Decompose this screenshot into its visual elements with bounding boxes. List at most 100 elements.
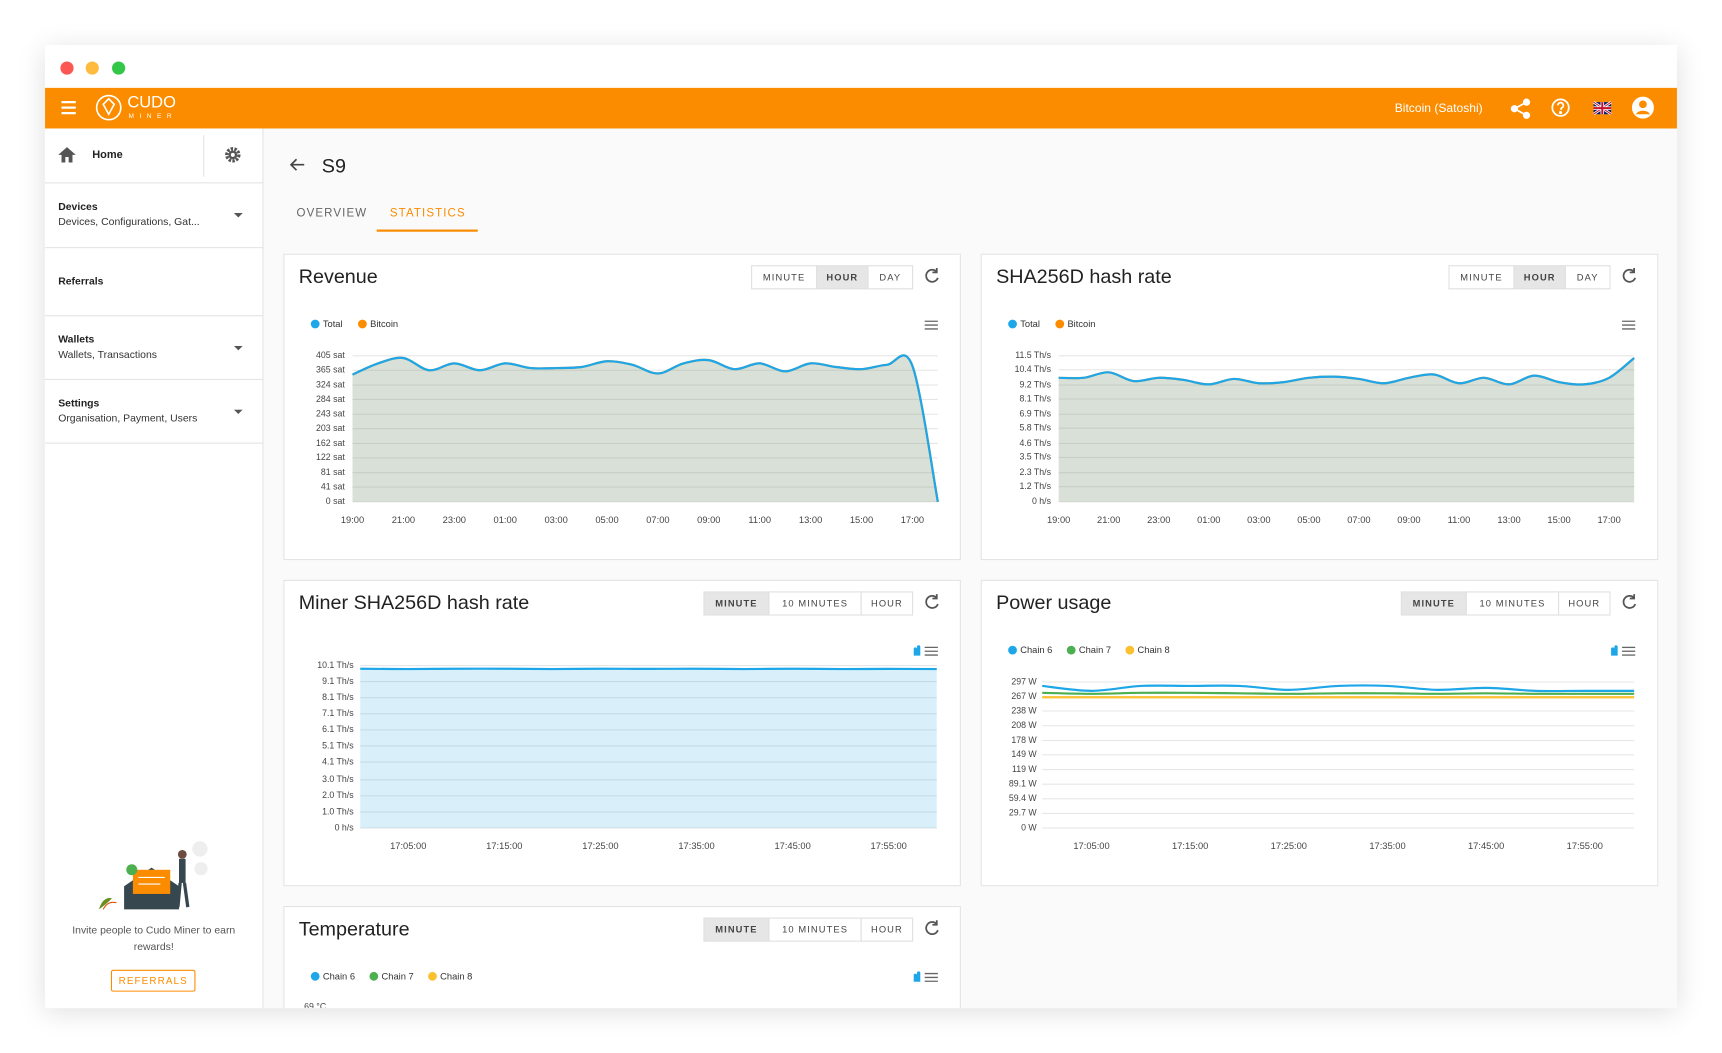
range-label[interactable]: HOUR [1524,272,1556,282]
range-button[interactable] [1558,591,1611,616]
refresh-icon[interactable] [925,594,939,609]
series-line [1042,691,1635,695]
chart-card: Power usage MINUTE 10 MINUTES HOUR Chain 6 Ch… [980,579,1659,887]
language-flag[interactable] [1592,101,1612,116]
x-tick-label: 21:00 [1097,515,1120,525]
range-button[interactable] [1564,265,1611,290]
x-tick-label: 17:25:00 [582,841,618,851]
range-label[interactable]: HOUR [871,925,903,935]
x-tick-label: 17:45:00 [774,841,810,851]
y-tick-label: 6.9 Th/s [1019,409,1051,419]
y-tick-label: 208 W [1011,720,1037,730]
x-tick-label: 17:00 [1597,515,1620,525]
area-fill [1058,357,1635,502]
series-line [1042,684,1635,693]
caret [233,409,243,415]
range-label[interactable]: 10 MINUTES [1479,598,1545,608]
y-tick-label: 178 W [1011,735,1037,745]
settings-row[interactable]: Settings Organisation, Payment, Users [45,380,263,444]
nav-title: Settings [58,397,100,410]
y-tick-label: 8.1 Th/s [322,692,354,702]
currency-selector[interactable]: Bitcoin (Satoshi) [1395,101,1483,115]
x-tick-label: 17:05:00 [1073,841,1109,851]
range-label[interactable]: DAY [1577,272,1599,282]
legend-label: Bitcoin [1067,319,1095,329]
range-label[interactable]: 10 MINUTES [782,598,848,608]
caret [233,345,243,351]
menu-icon[interactable] [61,101,76,115]
series-line [1058,357,1635,386]
area-fill [360,668,937,829]
app-window: CUDO MINER Bitcoin (Satoshi) Home Device… [45,45,1677,1009]
range-label[interactable]: HOUR [1568,598,1600,608]
y-tick-label: 3.5 Th/s [1019,452,1051,462]
range-label[interactable]: DAY [879,272,901,282]
refresh-icon[interactable] [1622,594,1637,609]
account-icon[interactable] [1631,96,1654,119]
y-tick-label: 297 W [1011,676,1037,686]
back-arrow[interactable] [289,158,305,171]
tab[interactable]: STATISTICS [389,206,466,220]
range-label[interactable]: MINUTE [763,272,805,282]
pan-icon [913,971,921,982]
referrals-row[interactable]: Referrals [45,248,263,317]
range-button[interactable] [867,265,914,290]
y-tick-label: 149 W [1011,749,1037,759]
x-tick-label: 05:00 [1297,515,1320,525]
x-tick-label: 15:00 [850,515,873,525]
range-button[interactable] [860,917,914,942]
x-tick-label: 17:25:00 [1271,841,1307,851]
range-label[interactable]: MINUTE [1460,272,1502,282]
card-title: Power usage [996,592,1111,614]
y-tick-label: 405 sat [316,350,345,360]
x-tick-label: 17:00 [901,515,924,525]
legend-swatch [1125,645,1135,655]
legend-swatch [1066,645,1076,655]
legend-label: Total [323,319,343,329]
x-tick-label: 09:00 [1397,515,1420,525]
tab[interactable]: OVERVIEW [296,206,368,220]
legend-swatch [1008,645,1017,655]
x-tick-label: 19:00 [1047,515,1070,525]
minimize-dot[interactable] [85,61,99,75]
share-icon[interactable] [1510,98,1531,119]
x-tick-label: 17:45:00 [1468,841,1504,851]
legend-label: Chain 7 [1079,645,1111,655]
refresh-icon[interactable] [1622,267,1637,283]
range-label[interactable]: MINUTE [715,925,757,935]
devices-row[interactable]: Devices Devices, Configurations, Gat... [45,183,263,249]
home-row[interactable]: Home [45,128,263,184]
chart: Miner SHA256D hash rate MINUTE 10 MINUTES H… [299,591,939,851]
y-tick-label: 1.2 Th/s [1019,481,1051,491]
referrals-button[interactable]: REFERRALS [110,969,196,992]
logo-sub: MINER [128,113,177,120]
wallets-row[interactable]: Wallets Wallets, Transactions [45,316,263,380]
help-icon[interactable] [1551,98,1570,117]
legend-swatch [1008,319,1017,329]
x-tick-label: 01:00 [1197,515,1220,525]
legend-swatch [310,319,320,329]
range-label[interactable]: HOUR [871,598,903,608]
card-title: Revenue [299,266,378,288]
x-tick-label: 17:55:00 [1567,841,1603,851]
legend-label: Total [1020,319,1040,329]
chart-card: Temperature MINUTE 10 MINUTES HOUR Chain 6 Ch… [283,906,961,1009]
page-title: S9 [321,154,346,177]
card-title: Temperature [299,918,410,940]
sidebar: Home Devices Devices, Configurations, Ga… [45,128,264,1009]
close-dot[interactable] [60,61,74,75]
refresh-icon[interactable] [925,267,939,283]
range-label[interactable]: MINUTE [715,598,757,608]
x-tick-label: 17:15:00 [1172,841,1208,851]
refresh-icon[interactable] [925,920,939,935]
y-tick-label: 5.1 Th/s [322,740,354,750]
range-button[interactable] [860,591,914,616]
y-tick-label: 162 sat [316,438,345,448]
range-label[interactable]: HOUR [826,272,858,282]
legend-label: Chain 8 [440,971,472,981]
x-tick-label: 13:00 [799,515,822,525]
range-label[interactable]: 10 MINUTES [782,925,848,935]
settings-icon[interactable] [224,146,242,164]
maximize-dot[interactable] [112,61,126,75]
range-label[interactable]: MINUTE [1413,598,1455,608]
